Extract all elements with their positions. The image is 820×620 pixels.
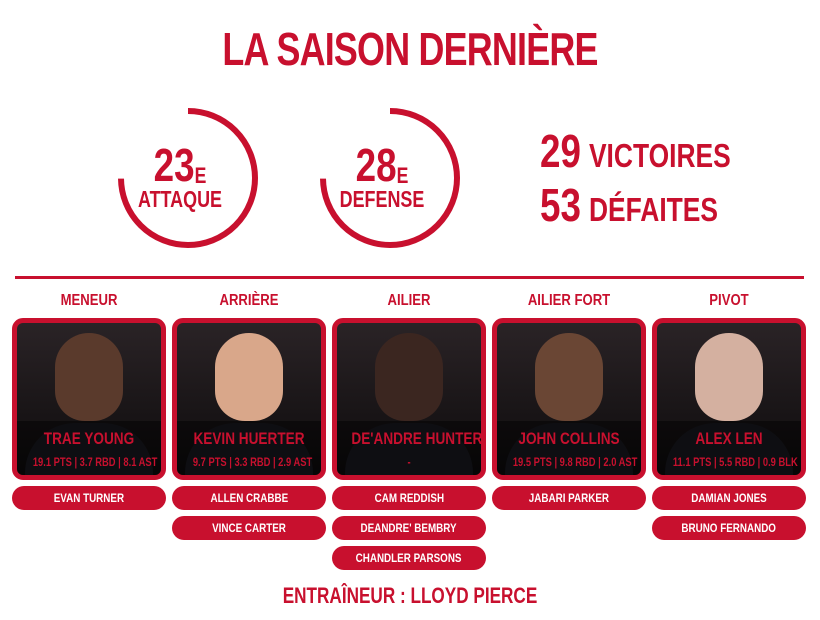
defense-rank: 28E DEFENSE [317,100,477,260]
bench-player-name: VINCE CARTER [212,521,286,535]
player-photo-head [695,333,763,421]
player-photo-head [55,333,123,421]
player-photo [665,423,793,475]
starter-card[interactable]: DE'ANDRE HUNTER - [332,318,486,480]
card-overlay [177,421,321,475]
bench-player-name: DAMIAN JONES [691,491,767,505]
position-label: AILIER FORT [527,292,611,309]
bench-player[interactable]: DAMIAN JONES [652,486,806,510]
bench-player[interactable]: DEANDRE' BEMBRY [332,516,486,540]
starter-card[interactable]: TRAE YOUNG 19.1 PTS | 3.7 RBD | 8.1 AST [12,318,166,480]
bench-player[interactable]: VINCE CARTER [172,516,326,540]
bench-player-name: DEANDRE' BEMBRY [360,521,458,535]
player-photo [505,423,633,475]
player-photo [185,423,313,475]
position-label: PIVOT [709,292,749,309]
wins-count: 29 [540,125,581,177]
offense-rank: 23E ATTAQUE [115,100,275,260]
wins-label: VICTOIRES [588,137,731,174]
bench-player[interactable]: CHANDLER PARSONS [332,546,486,570]
position-column: PIVOT ALEX LEN 11.1 PTS | 5.5 RBD | 0.9 … [652,292,806,540]
bench-player-name: EVAN TURNER [53,491,125,505]
rank-number: 23 [153,139,195,191]
starter-card[interactable]: KEVIN HUERTER 9.7 PTS | 3.3 RBD | 2.9 AS… [172,318,326,480]
card-overlay [497,421,641,475]
player-stats: 19.1 PTS | 3.7 RBD | 8.1 AST [32,455,158,469]
bench-player[interactable]: EVAN TURNER [12,486,166,510]
bench-player[interactable]: CAM REDDISH [332,486,486,510]
player-photo-head [215,333,283,421]
bench-player[interactable]: ALLEN CRABBE [172,486,326,510]
losses-label: DÉFAITES [588,191,719,228]
player-name: DE'ANDRE HUNTER [351,429,483,448]
player-name: ALEX LEN [695,429,763,448]
position-label: AILIER [387,292,431,309]
rank-label: DEFENSE [339,186,425,212]
player-stats: 9.7 PTS | 3.3 RBD | 2.9 AST [192,455,313,469]
card-overlay [17,421,161,475]
position-label: ARRIÈRE [219,292,279,309]
divider [15,276,804,279]
wins: 29 VICTOIRES [540,124,731,178]
losses-count: 53 [540,179,581,231]
starter-card[interactable]: JOHN COLLINS 19.5 PTS | 9.8 RBD | 2.0 AS… [492,318,646,480]
player-name: KEVIN HUERTER [193,429,305,448]
page-title: LA SAISON DERNIÈRE [222,23,598,75]
position-column: ARRIÈRE KEVIN HUERTER 9.7 PTS | 3.3 RBD … [172,292,326,540]
position-label: MENEUR [60,292,118,309]
rank-suffix: E [396,163,409,188]
position-column: AILIER FORT JOHN COLLINS 19.5 PTS | 9.8 … [492,292,646,510]
rank-label: ATTAQUE [137,186,223,212]
rank-arc [118,108,258,248]
losses: 53 DÉFAITES [540,178,718,232]
position-column: AILIER DE'ANDRE HUNTER - CAM REDDISH DEAN… [332,292,486,570]
player-stats: - [407,455,411,469]
coach: ENTRAÎNEUR : LLOYD PIERCE [282,583,538,608]
bench-player-name: BRUNO FERNANDO [681,521,777,535]
position-column: MENEUR TRAE YOUNG 19.1 PTS | 3.7 RBD | 8… [12,292,166,510]
player-stats: 11.1 PTS | 5.5 RBD | 0.9 BLK [672,455,798,469]
player-photo [25,423,153,475]
starter-card[interactable]: ALEX LEN 11.1 PTS | 5.5 RBD | 0.9 BLK [652,318,806,480]
bench-player-name: ALLEN CRABBE [210,491,288,505]
bench-player[interactable]: BRUNO FERNANDO [652,516,806,540]
rank-number: 28 [355,139,397,191]
bench-player[interactable]: JABARI PARKER [492,486,646,510]
player-photo [345,423,473,475]
rank-suffix: E [194,163,207,188]
player-photo-head [375,333,443,421]
card-overlay [657,421,801,475]
card-overlay [337,421,481,475]
player-stats: 19.5 PTS | 9.8 RBD | 2.0 AST [512,455,638,469]
player-photo-head [535,333,603,421]
bench-player-name: CAM REDDISH [374,491,444,505]
rank-arc [320,108,460,248]
bench-player-name: JABARI PARKER [528,491,610,505]
bench-player-name: CHANDLER PARSONS [356,551,462,565]
player-name: TRAE YOUNG [43,429,135,448]
player-name: JOHN COLLINS [518,429,620,448]
